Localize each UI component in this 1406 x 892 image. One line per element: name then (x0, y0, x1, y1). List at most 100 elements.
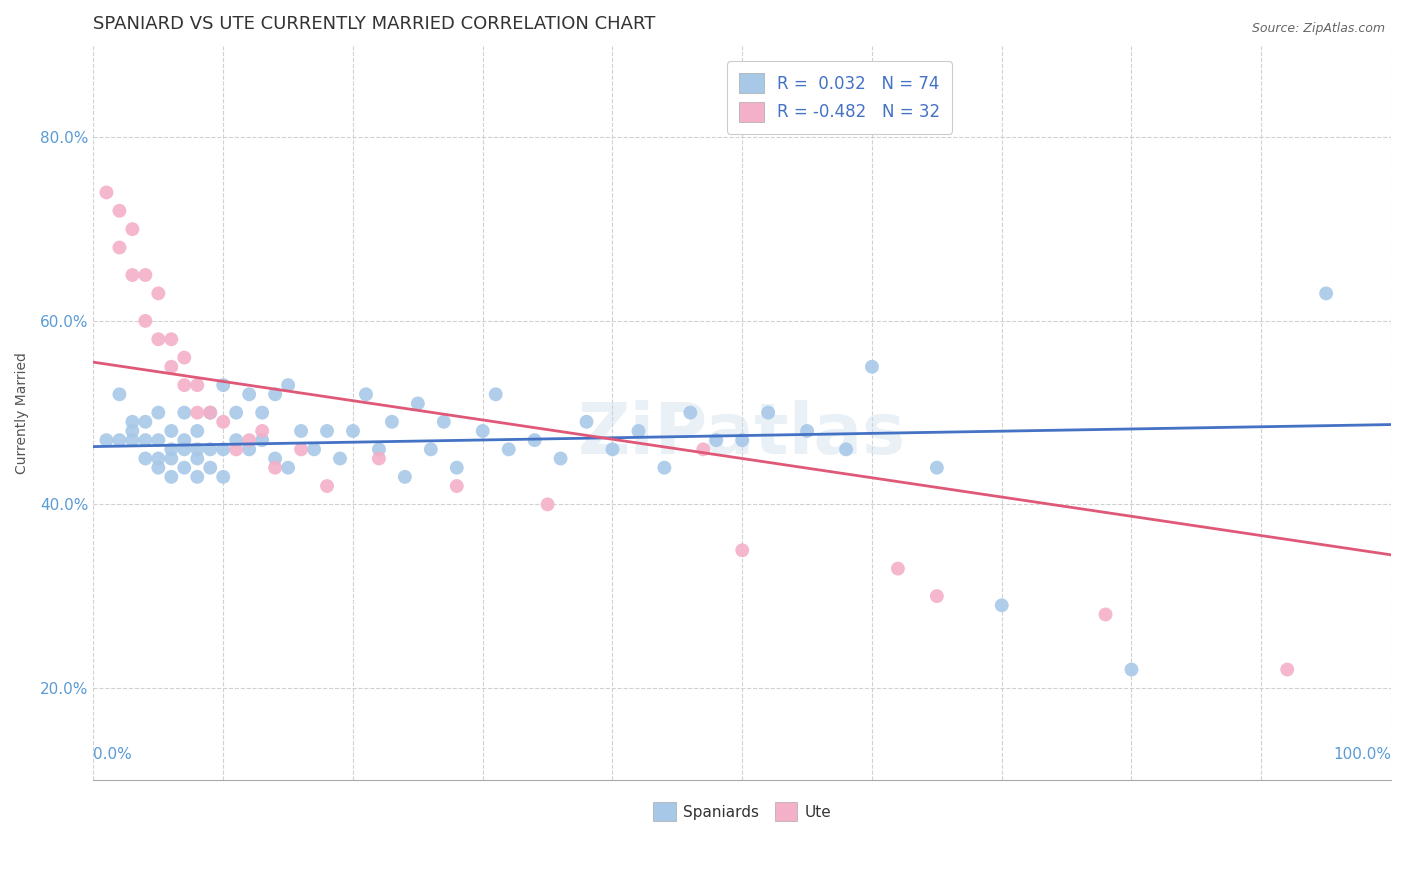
Point (368, 442, 391, 457)
Point (238, 442, 260, 457)
Point (433, 415, 456, 429)
Point (200, 460, 222, 475)
Point (523, 433, 546, 447)
Point (173, 460, 195, 475)
Point (160, 451, 183, 466)
Point (108, 433, 131, 447)
Point (238, 433, 260, 447)
Point (446, 460, 468, 475)
Point (1315, 286, 1337, 301)
Point (121, 268, 143, 282)
Point (471, 424, 494, 438)
Point (419, 442, 441, 457)
Point (1277, 663, 1299, 677)
Point (121, 424, 143, 438)
Point (212, 442, 235, 457)
Point (134, 314, 156, 328)
Point (536, 497, 558, 511)
Point (186, 378, 208, 392)
Point (186, 424, 208, 438)
Point (250, 433, 273, 447)
Point (277, 460, 299, 475)
Point (756, 406, 779, 420)
Point (342, 424, 364, 438)
Point (290, 424, 312, 438)
Point (925, 589, 948, 603)
Text: ZiPatlas: ZiPatlas (578, 401, 907, 469)
Point (990, 599, 1012, 613)
Point (121, 415, 143, 429)
Point (1121, 663, 1143, 677)
Point (134, 433, 156, 447)
Point (627, 424, 650, 438)
Text: 0.0%: 0.0% (93, 747, 132, 762)
Point (225, 406, 247, 420)
Point (148, 451, 170, 466)
Point (602, 442, 624, 457)
Point (290, 442, 312, 457)
Point (1094, 607, 1116, 622)
Point (186, 442, 208, 457)
Point (316, 424, 339, 438)
Point (446, 479, 468, 493)
Point (329, 451, 352, 466)
Point (679, 406, 702, 420)
Point (160, 359, 183, 374)
Point (200, 406, 222, 420)
Point (731, 433, 754, 447)
Point (250, 406, 273, 420)
Point (835, 442, 858, 457)
Point (96, 433, 118, 447)
Point (302, 442, 325, 457)
Text: Source: ZipAtlas.com: Source: ZipAtlas.com (1251, 22, 1385, 36)
Point (316, 479, 339, 493)
Point (212, 470, 235, 484)
Point (238, 387, 260, 401)
Point (186, 451, 208, 466)
Point (394, 470, 416, 484)
Point (860, 359, 883, 374)
Point (225, 442, 247, 457)
Point (498, 442, 520, 457)
Point (250, 424, 273, 438)
Point (212, 378, 235, 392)
Point (108, 387, 131, 401)
Point (731, 543, 754, 558)
Point (148, 406, 170, 420)
Point (173, 351, 195, 365)
Legend: Spaniards, Ute: Spaniards, Ute (647, 797, 838, 827)
Text: SPANIARD VS UTE CURRENTLY MARRIED CORRELATION CHART: SPANIARD VS UTE CURRENTLY MARRIED CORREL… (93, 15, 655, 33)
Point (108, 240, 131, 254)
Point (264, 451, 287, 466)
Point (575, 415, 598, 429)
Point (148, 286, 170, 301)
Point (173, 433, 195, 447)
Point (134, 415, 156, 429)
Point (704, 433, 727, 447)
Point (108, 203, 131, 218)
Point (264, 387, 287, 401)
Point (121, 222, 143, 236)
Point (485, 387, 508, 401)
Point (887, 561, 910, 575)
Y-axis label: Currently Married: Currently Married (15, 351, 30, 474)
Point (173, 442, 195, 457)
Point (692, 442, 714, 457)
Point (654, 460, 676, 475)
Point (160, 470, 183, 484)
Point (173, 378, 195, 392)
Point (200, 442, 222, 457)
Point (381, 415, 404, 429)
Point (186, 470, 208, 484)
Point (925, 460, 948, 475)
Point (550, 451, 572, 466)
Point (277, 378, 299, 392)
Point (354, 387, 377, 401)
Point (200, 406, 222, 420)
Point (406, 396, 429, 410)
Point (368, 451, 391, 466)
Point (134, 268, 156, 282)
Point (160, 442, 183, 457)
Point (160, 424, 183, 438)
Point (173, 406, 195, 420)
